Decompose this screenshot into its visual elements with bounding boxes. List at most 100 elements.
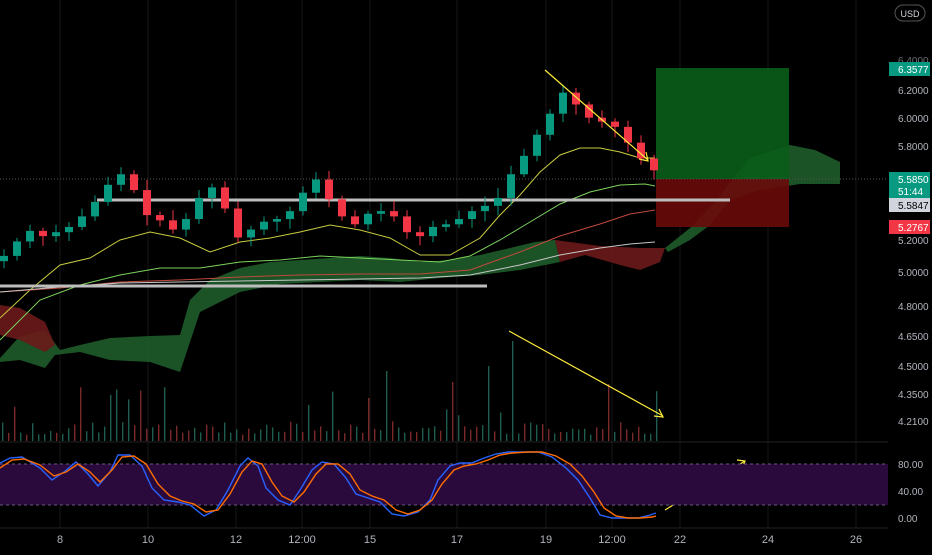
time-label: 26	[850, 534, 862, 546]
volume-bar	[98, 432, 100, 441]
volume-bar	[602, 428, 604, 441]
price-label: 6.2000	[898, 86, 929, 97]
volume-bar	[338, 430, 340, 441]
ichimoku-cloud-bear-left	[0, 305, 55, 352]
volume-bar	[242, 434, 244, 441]
time-label: 15	[364, 534, 376, 546]
time-axis[interactable]: 8 10 12 12:00 15 17 19 12:00 22 24 26	[57, 534, 862, 546]
time-label: 8	[57, 534, 63, 546]
candle	[195, 197, 203, 220]
ichimoku-cloud-bear-right	[555, 240, 665, 270]
volume-bar	[452, 382, 454, 441]
volume-bar	[224, 422, 226, 441]
candle	[260, 221, 268, 230]
volume-bar	[590, 434, 592, 441]
volume-bar	[626, 429, 628, 441]
candle	[416, 232, 424, 237]
candle	[52, 232, 60, 237]
time-label: 24	[762, 534, 774, 546]
time-label: 12:00	[288, 534, 316, 546]
volume-bar	[386, 371, 388, 441]
volume-bar	[350, 424, 352, 441]
volume-bar	[56, 432, 58, 441]
ma-mid	[0, 183, 656, 341]
volume-bar	[356, 426, 358, 441]
volume-bar	[506, 433, 508, 441]
price-label: 4.5000	[898, 362, 929, 373]
candle	[299, 192, 307, 212]
volume-bar	[194, 427, 196, 441]
candle	[546, 113, 554, 135]
candle	[156, 215, 164, 221]
candle	[481, 205, 489, 212]
volume-bar	[38, 434, 40, 441]
price-labels: 6.2000 6.0000 5.8000 5.2000 5.0000 4.8000 4.65…	[898, 86, 929, 428]
volume-bar	[608, 384, 610, 441]
volume-bar	[188, 430, 190, 441]
volume-bar	[620, 422, 622, 441]
ma-long	[0, 241, 656, 293]
candle	[13, 241, 21, 256]
candle	[650, 158, 658, 171]
time-label: 12:00	[598, 534, 626, 546]
countdown-label: 51:44	[898, 187, 923, 198]
stoch-level-0: 0.00	[898, 514, 918, 525]
price-label: 6.0000	[898, 114, 929, 125]
volume-bar	[110, 394, 112, 441]
volume-bar	[218, 432, 220, 441]
candle	[624, 126, 632, 143]
candle	[169, 220, 177, 230]
volume-bar	[230, 432, 232, 441]
currency-button[interactable]	[894, 4, 926, 22]
candle	[559, 92, 567, 114]
candle	[91, 201, 99, 217]
volume-bar	[248, 428, 250, 441]
entry-badge-label: 5.5847	[898, 201, 929, 212]
volume-bar	[464, 426, 466, 441]
ichimoku-cloud-bull	[0, 240, 560, 372]
volume-bar	[362, 433, 364, 441]
volume-bar	[68, 428, 70, 441]
volume-bar	[134, 425, 136, 441]
ma-fast	[0, 147, 655, 319]
volume-bar	[254, 433, 256, 441]
volume-bar	[638, 426, 640, 441]
candle	[0, 255, 8, 262]
volume-bar	[392, 421, 394, 441]
candle	[78, 216, 86, 227]
candles	[0, 84, 658, 269]
volume-bar	[434, 426, 436, 441]
volume-bar	[578, 429, 580, 441]
entry-badge	[889, 198, 930, 212]
stop-zone[interactable]	[656, 179, 789, 227]
price-axis[interactable]: 6.4000	[898, 56, 929, 67]
volume-bar	[500, 412, 502, 441]
volume-bar	[596, 427, 598, 441]
target-badge-label: 6.3577	[898, 65, 929, 76]
volume-bar	[632, 432, 634, 441]
price-label: 5.2000	[898, 236, 929, 247]
volume-bar	[164, 387, 166, 441]
target-zone[interactable]	[656, 68, 789, 179]
candle	[637, 142, 645, 159]
volume-bar	[404, 432, 406, 441]
volume-bar	[398, 427, 400, 441]
target-badge	[889, 62, 930, 76]
candle	[520, 155, 528, 175]
time-label: 17	[451, 534, 463, 546]
volume-bar	[302, 432, 304, 441]
volume-bar	[584, 428, 586, 441]
price-label: 4.3500	[898, 390, 929, 401]
volume-bar	[140, 390, 142, 441]
candle	[26, 230, 34, 242]
volume-bar	[266, 424, 268, 441]
stoch-level-80: 80.00	[898, 460, 923, 471]
volume-bar	[368, 398, 370, 441]
candle	[130, 174, 138, 191]
stoch-band	[0, 464, 888, 505]
volume-bar	[26, 434, 28, 441]
volume-bar	[440, 430, 442, 441]
volume-bar	[374, 428, 376, 441]
volume-bar	[530, 422, 532, 441]
